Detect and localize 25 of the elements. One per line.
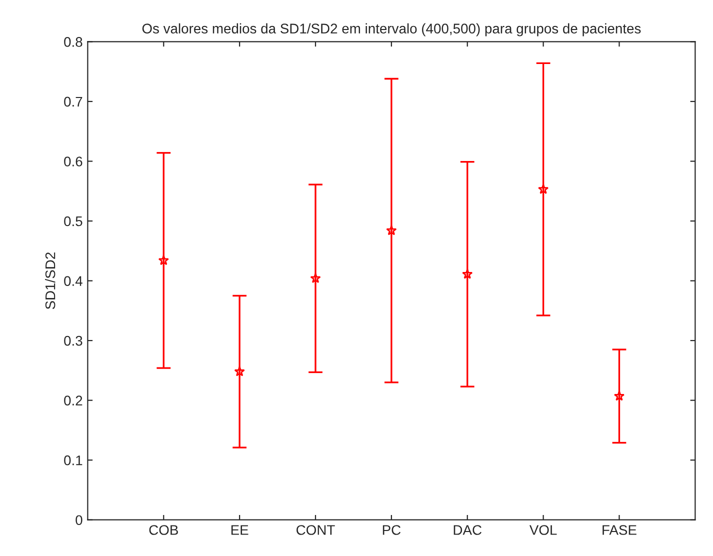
- y-tick-label: 0.6: [64, 156, 82, 166]
- y-tick-label: 0.1: [64, 455, 82, 466]
- x-tick-label: PC: [382, 525, 401, 535]
- y-tick-label: 0.2: [64, 396, 82, 406]
- x-tick-label: EE: [231, 525, 248, 535]
- y-tick-label: 0.3: [64, 336, 82, 346]
- point: [462, 268, 473, 279]
- point: [158, 254, 169, 266]
- y-tick-label: 0.8: [64, 37, 82, 47]
- x-tick-label: CONT: [296, 525, 335, 535]
- point: [234, 366, 245, 376]
- x-tick-label: COB: [149, 525, 178, 535]
- point: [614, 390, 625, 401]
- x-tick-label: FASE: [602, 525, 636, 535]
- y-tick-label: 0: [76, 515, 82, 526]
- point: [386, 225, 397, 236]
- y-tick-label: 0.4: [64, 276, 82, 286]
- y-axis-title: SD1/SD2: [45, 252, 56, 310]
- y-tick-label: 0.7: [64, 96, 82, 107]
- x-tick-label: DAC: [454, 525, 482, 535]
- point: [310, 272, 321, 284]
- point: [538, 184, 549, 194]
- chart-title: Os valores medios da SD1/SD2 em intervalo (400,500) para grupos de pacientes: [142, 23, 641, 36]
- y-tick-label: 0.5: [64, 216, 82, 226]
- x-tick-label: VOL: [529, 525, 557, 535]
